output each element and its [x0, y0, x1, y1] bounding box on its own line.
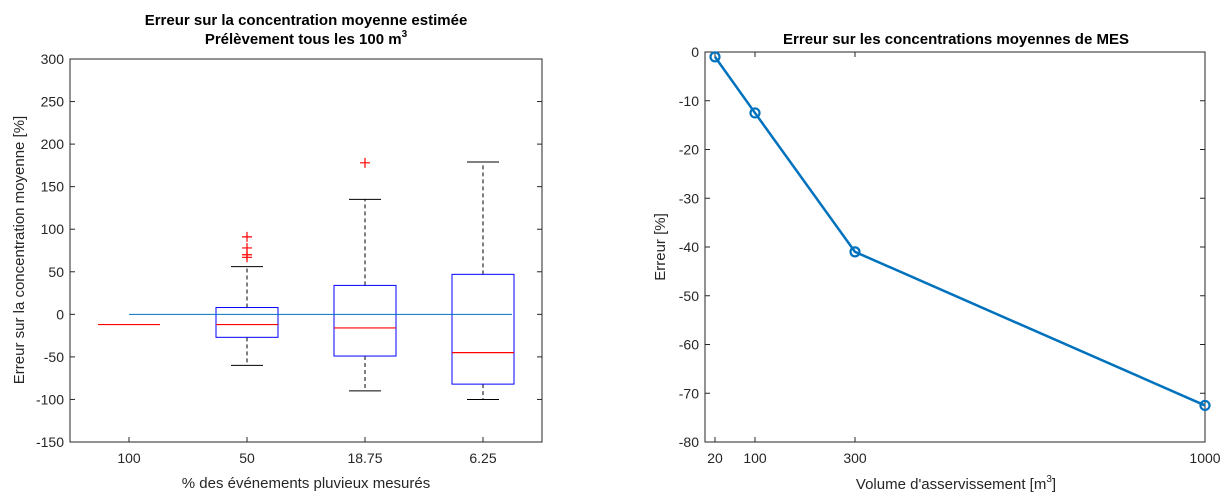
line-chart-x-label-sup: 3: [1046, 474, 1052, 485]
line-chart-x-tick-label: 20: [707, 450, 723, 466]
line-chart-y-tick-label: -20: [679, 142, 699, 158]
box-plot-x-tick-label: 18.75: [347, 450, 382, 466]
box-plot-axes-box: [69, 58, 543, 443]
box-plot-y-tick-label: 250: [41, 94, 65, 110]
box-outlier-marker: [242, 242, 252, 253]
box-plot-y-tick-label: -50: [44, 349, 64, 365]
line-chart-y-tick-label: -10: [679, 93, 699, 109]
box-plot-y-tick-label: 0: [56, 306, 64, 322]
line-chart-x-tick-label: 100: [743, 450, 767, 466]
series-point-marker: [1199, 399, 1211, 412]
box-iqr: [215, 307, 279, 338]
line-chart-y-tick-label: -70: [679, 385, 699, 401]
box-iqr: [451, 273, 515, 385]
line-chart-x-label: Volume d'asservissement [m3]: [856, 474, 1056, 493]
line-chart-y-tick-label: -50: [679, 288, 699, 304]
line-chart-y-tick-label: -30: [679, 190, 699, 206]
box-plot-x-tick-label: 100: [117, 450, 141, 466]
box-plot-chart: Erreur sur la concentration moyenne esti…: [11, 12, 543, 492]
line-chart-axes-box: [704, 51, 1206, 443]
line-chart-x-tick-label: 1000: [1189, 450, 1220, 466]
box-plot-x-tick-label: 6.25: [469, 450, 496, 466]
box-plot-y-tick-label: 150: [41, 179, 65, 195]
box-plot-title-sup: 3: [402, 29, 408, 40]
box-plot-y-label: Erreur sur la concentration moyenne [%]: [11, 116, 28, 384]
box-iqr: [333, 284, 397, 357]
box-plot-title-line2-text: Prélèvement tous les 100 m: [205, 31, 402, 48]
series-point-marker: [749, 107, 761, 119]
box-plot-x-label: % des événements pluvieux mesurés: [182, 475, 430, 492]
box-plot-title-line2: Prélèvement tous les 100 m3: [205, 29, 408, 48]
line-chart-y-label: Erreur [%]: [652, 213, 669, 281]
box-outlier-marker: [360, 157, 370, 168]
box-plot-x-tick-label: 50: [239, 450, 255, 466]
line-chart-x-tick-label: 300: [843, 450, 867, 466]
line-chart-y-tick-label: -80: [679, 434, 699, 450]
line-chart: Erreur sur les concentrations moyennes d…: [652, 31, 1221, 493]
box-plot-y-tick-label: 300: [41, 51, 65, 67]
series-point-marker: [709, 51, 721, 63]
box-plot-y-tick-label: -150: [36, 434, 64, 450]
line-chart-y-tick-label: 0: [691, 44, 699, 60]
line-chart-y-tick-label: -60: [679, 337, 699, 353]
line-chart-x-label-text: Volume d'asservissement [m: [856, 476, 1046, 493]
line-chart-x-label-end: ]: [1052, 476, 1056, 493]
box-plot-y-tick-label: 200: [41, 136, 65, 152]
box-plot-title-line1: Erreur sur la concentration moyenne esti…: [145, 12, 468, 29]
box-plot-y-tick-label: 50: [48, 264, 64, 280]
box-plot-y-tick-label: -100: [36, 391, 64, 407]
line-chart-title: Erreur sur les concentrations moyennes d…: [783, 31, 1129, 48]
series-line: [713, 56, 1206, 407]
series-point-marker: [849, 246, 861, 258]
box-outlier-marker: [242, 231, 252, 242]
line-chart-y-tick-label: -40: [679, 239, 699, 255]
box-plot-y-tick-label: 100: [41, 221, 65, 237]
